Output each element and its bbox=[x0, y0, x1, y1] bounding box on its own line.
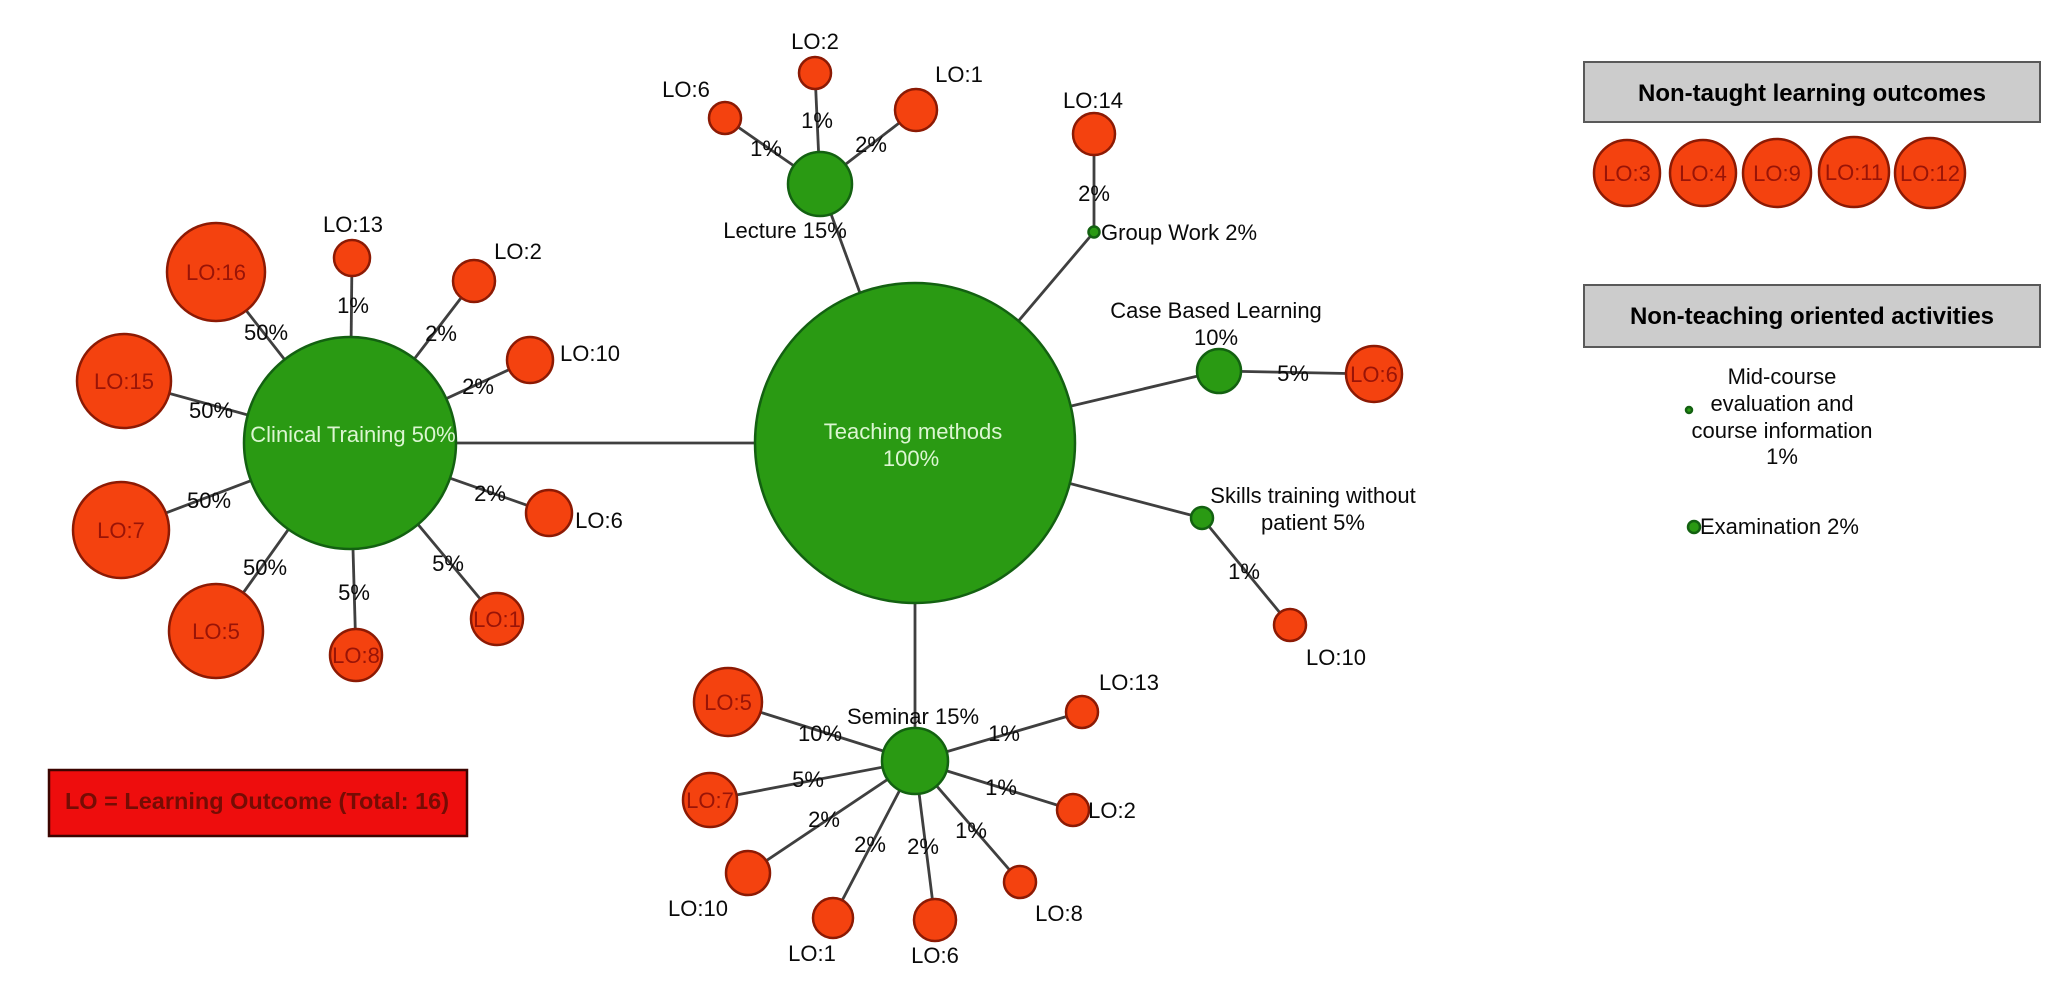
svg-text:LO:6: LO:6 bbox=[911, 943, 959, 968]
svg-text:Teaching methods: Teaching methods bbox=[824, 419, 1003, 444]
svg-text:LO:16: LO:16 bbox=[186, 260, 246, 285]
svg-text:50%: 50% bbox=[243, 555, 287, 580]
svg-text:2%: 2% bbox=[855, 132, 887, 157]
svg-text:5%: 5% bbox=[432, 551, 464, 576]
svg-text:1%: 1% bbox=[955, 818, 987, 843]
svg-text:Seminar 15%: Seminar 15% bbox=[847, 704, 979, 729]
svg-text:5%: 5% bbox=[1277, 361, 1309, 386]
svg-text:LO:3: LO:3 bbox=[1603, 161, 1651, 186]
svg-text:1%: 1% bbox=[1766, 444, 1798, 469]
svg-text:LO:9: LO:9 bbox=[1753, 161, 1801, 186]
svg-text:50%: 50% bbox=[187, 488, 231, 513]
svg-text:Case Based Learning: Case Based Learning bbox=[1110, 298, 1322, 323]
svg-text:LO:1: LO:1 bbox=[788, 941, 836, 966]
svg-text:LO:7: LO:7 bbox=[97, 518, 145, 543]
svg-text:LO:5: LO:5 bbox=[192, 619, 240, 644]
svg-text:2%: 2% bbox=[425, 321, 457, 346]
svg-text:LO:13: LO:13 bbox=[323, 212, 383, 237]
svg-text:LO:8: LO:8 bbox=[332, 643, 380, 668]
svg-text:Skills training without: Skills training without bbox=[1210, 483, 1415, 508]
svg-text:50%: 50% bbox=[189, 398, 233, 423]
svg-text:LO:13: LO:13 bbox=[1099, 670, 1159, 695]
svg-text:Non-taught learning outcomes: Non-taught learning outcomes bbox=[1638, 80, 1986, 107]
svg-text:LO = Learning Outcome (Total:: LO = Learning Outcome (Total: 16) bbox=[65, 788, 449, 814]
svg-text:Non-teaching oriented activiti: Non-teaching oriented activities bbox=[1630, 303, 1994, 330]
svg-text:Group Work 2%: Group Work 2% bbox=[1101, 220, 1257, 245]
svg-text:LO:12: LO:12 bbox=[1900, 161, 1960, 186]
svg-text:2%: 2% bbox=[907, 834, 939, 859]
svg-text:1%: 1% bbox=[337, 293, 369, 318]
svg-text:LO:1: LO:1 bbox=[473, 607, 521, 632]
svg-text:5%: 5% bbox=[338, 580, 370, 605]
svg-text:10%: 10% bbox=[798, 721, 842, 746]
svg-text:LO:6: LO:6 bbox=[662, 77, 710, 102]
svg-text:2%: 2% bbox=[854, 832, 886, 857]
svg-text:1%: 1% bbox=[985, 775, 1017, 800]
svg-text:2%: 2% bbox=[808, 807, 840, 832]
svg-text:evaluation and: evaluation and bbox=[1710, 391, 1853, 416]
svg-text:LO:2: LO:2 bbox=[494, 239, 542, 264]
svg-text:10%: 10% bbox=[1194, 325, 1238, 350]
svg-text:Mid-course: Mid-course bbox=[1728, 364, 1837, 389]
svg-text:Lecture 15%: Lecture 15% bbox=[723, 218, 847, 243]
svg-text:Clinical Training 50%: Clinical Training 50% bbox=[250, 422, 455, 447]
svg-text:2%: 2% bbox=[1078, 181, 1110, 206]
svg-text:1%: 1% bbox=[1228, 559, 1260, 584]
svg-text:LO:1: LO:1 bbox=[935, 62, 983, 87]
svg-text:patient 5%: patient 5% bbox=[1261, 510, 1365, 535]
svg-text:100%: 100% bbox=[883, 446, 939, 471]
svg-text:LO:5: LO:5 bbox=[704, 690, 752, 715]
svg-text:LO:11: LO:11 bbox=[1825, 160, 1883, 185]
svg-text:2%: 2% bbox=[474, 481, 506, 506]
svg-text:LO:4: LO:4 bbox=[1679, 161, 1727, 186]
svg-text:1%: 1% bbox=[750, 136, 782, 161]
svg-text:LO:2: LO:2 bbox=[1088, 798, 1136, 823]
svg-text:LO:8: LO:8 bbox=[1035, 901, 1083, 926]
svg-text:50%: 50% bbox=[244, 320, 288, 345]
svg-text:LO:14: LO:14 bbox=[1063, 88, 1123, 113]
svg-text:1%: 1% bbox=[988, 721, 1020, 746]
svg-text:LO:10: LO:10 bbox=[668, 896, 728, 921]
svg-text:LO:6: LO:6 bbox=[1350, 362, 1398, 387]
svg-text:LO:10: LO:10 bbox=[1306, 645, 1366, 670]
svg-text:LO:6: LO:6 bbox=[575, 508, 623, 533]
svg-text:2%: 2% bbox=[462, 374, 494, 399]
svg-text:LO:2: LO:2 bbox=[791, 29, 839, 54]
svg-text:Examination 2%: Examination 2% bbox=[1700, 514, 1859, 539]
svg-text:LO:15: LO:15 bbox=[94, 369, 154, 394]
svg-text:LO:10: LO:10 bbox=[560, 341, 620, 366]
svg-text:1%: 1% bbox=[801, 108, 833, 133]
svg-text:5%: 5% bbox=[792, 767, 824, 792]
svg-text:LO:7: LO:7 bbox=[686, 788, 734, 813]
svg-text:course information: course information bbox=[1692, 418, 1873, 443]
